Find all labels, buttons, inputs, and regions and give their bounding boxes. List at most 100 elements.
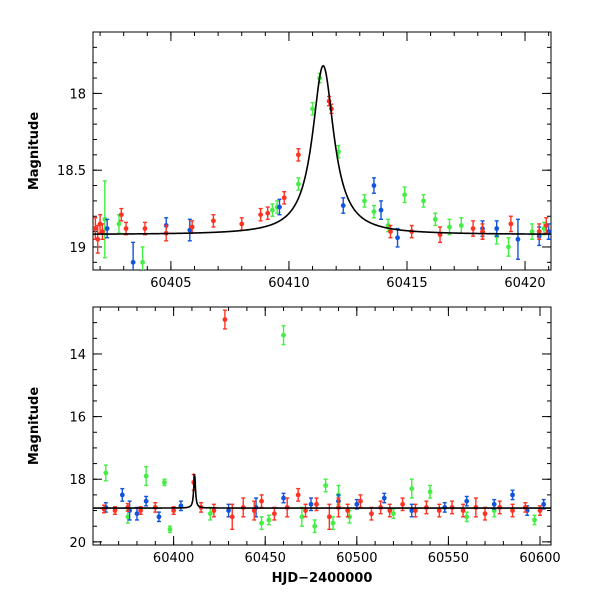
data-point-green — [458, 217, 464, 234]
data-point-green — [427, 484, 433, 499]
data-point-green — [162, 478, 167, 487]
data-point-green — [323, 478, 329, 493]
data-point-green — [266, 514, 272, 526]
y-tick-label: 18 — [69, 473, 86, 488]
data-point-red — [211, 503, 217, 518]
data-point-green — [464, 511, 470, 523]
data-point-red — [437, 226, 443, 244]
data-point-blue — [281, 492, 286, 504]
y-tick-label: 20 — [69, 536, 86, 551]
data-point-red — [222, 309, 228, 330]
data-point-green — [259, 516, 264, 531]
model-curve — [93, 64, 551, 235]
data-point-blue — [119, 487, 125, 502]
data-point-green — [102, 180, 108, 259]
model-curve — [93, 472, 551, 509]
data-point-green — [295, 177, 301, 191]
data-point-green — [391, 508, 396, 520]
data-point-red — [281, 190, 287, 205]
y-tick-label: 18.5 — [57, 164, 86, 179]
x-tick-label: 60400 — [153, 551, 194, 566]
data-point-green — [409, 478, 415, 499]
data-point-green — [432, 212, 438, 227]
data-point-blue — [378, 200, 384, 221]
y-axis-label: Magnitude — [27, 387, 42, 466]
data-point-red — [480, 223, 485, 240]
bottom-panel: 60400 60450 60500 60550 60600 14 16 18 20 Magnitu… — [27, 306, 561, 586]
data-point-red — [239, 217, 245, 231]
data-point-green — [371, 204, 377, 219]
data-point-blue — [371, 177, 377, 194]
data-point-red — [112, 506, 118, 516]
data-point-red — [369, 506, 374, 521]
data-point-red — [387, 503, 393, 518]
data-point-red — [388, 224, 393, 239]
x-tick-label: 60405 — [150, 276, 191, 291]
y-tick-label: 19 — [69, 241, 86, 256]
data-point-blue — [130, 241, 136, 270]
data-point-blue — [178, 500, 184, 512]
data-point-red — [271, 506, 277, 521]
data-point-red — [211, 214, 216, 228]
x-tick-label: 60500 — [336, 551, 377, 566]
x-tick-label: 60450 — [245, 551, 286, 566]
plot-frame — [92, 306, 552, 546]
data-point-blue — [340, 197, 346, 214]
data-point-green — [143, 466, 149, 487]
plot-area — [93, 64, 551, 270]
data-point-green — [421, 194, 426, 208]
data-point-green — [330, 516, 336, 531]
data-point-green — [402, 186, 408, 204]
x-tick-label: 60415 — [386, 276, 427, 291]
data-point-red — [303, 503, 308, 518]
y-tick-label: 18 — [69, 87, 86, 102]
data-point-red — [314, 497, 319, 512]
data-point-red — [413, 503, 418, 518]
x-tick-label: 60410 — [268, 276, 309, 291]
x-tick-label: 60600 — [519, 551, 560, 566]
x-tick-label: 60420 — [504, 276, 545, 291]
data-point-red — [258, 207, 264, 222]
data-point-blue — [156, 511, 162, 523]
x-axis-label: HJD−2400000 — [272, 571, 373, 586]
data-point-red — [118, 207, 124, 222]
data-point-green — [532, 514, 537, 526]
y-tick-label: 14 — [69, 348, 86, 363]
data-point-green — [270, 203, 275, 217]
data-point-green — [506, 237, 511, 257]
data-point-green — [336, 144, 341, 159]
data-point-red — [97, 214, 103, 234]
data-point-green — [362, 194, 367, 208]
data-point-red — [295, 147, 301, 162]
data-point-red — [510, 503, 515, 518]
data-point-red — [171, 506, 177, 516]
data-point-blue — [464, 495, 470, 507]
data-point-green — [312, 519, 318, 534]
data-point-blue — [277, 198, 282, 216]
data-point-green — [281, 325, 286, 346]
data-point-red — [436, 503, 442, 518]
y-tick-label: 16 — [69, 411, 86, 426]
data-point-red — [251, 500, 257, 521]
data-point-red — [537, 505, 543, 516]
data-point-green — [529, 223, 535, 240]
data-point-red — [536, 223, 542, 240]
data-point-red — [543, 217, 549, 234]
data-point-red — [95, 224, 101, 254]
data-point-blue — [381, 492, 387, 504]
data-point-blue — [515, 218, 521, 260]
data-point-blue — [395, 227, 400, 248]
data-point-red — [265, 206, 271, 221]
data-point-green — [140, 246, 145, 270]
data-point-red — [295, 487, 301, 502]
data-point-blue — [409, 503, 415, 518]
plot-frame — [92, 31, 552, 271]
y-axis-label: Magnitude — [27, 112, 42, 191]
data-point-red — [482, 506, 488, 521]
top-panel: 60405 60410 60415 60420 18 18.5 19 Magnitude — [27, 31, 552, 291]
data-point-blue — [143, 495, 149, 507]
data-point-green — [167, 525, 173, 534]
data-point-red — [123, 221, 129, 236]
data-point-red — [460, 503, 466, 518]
